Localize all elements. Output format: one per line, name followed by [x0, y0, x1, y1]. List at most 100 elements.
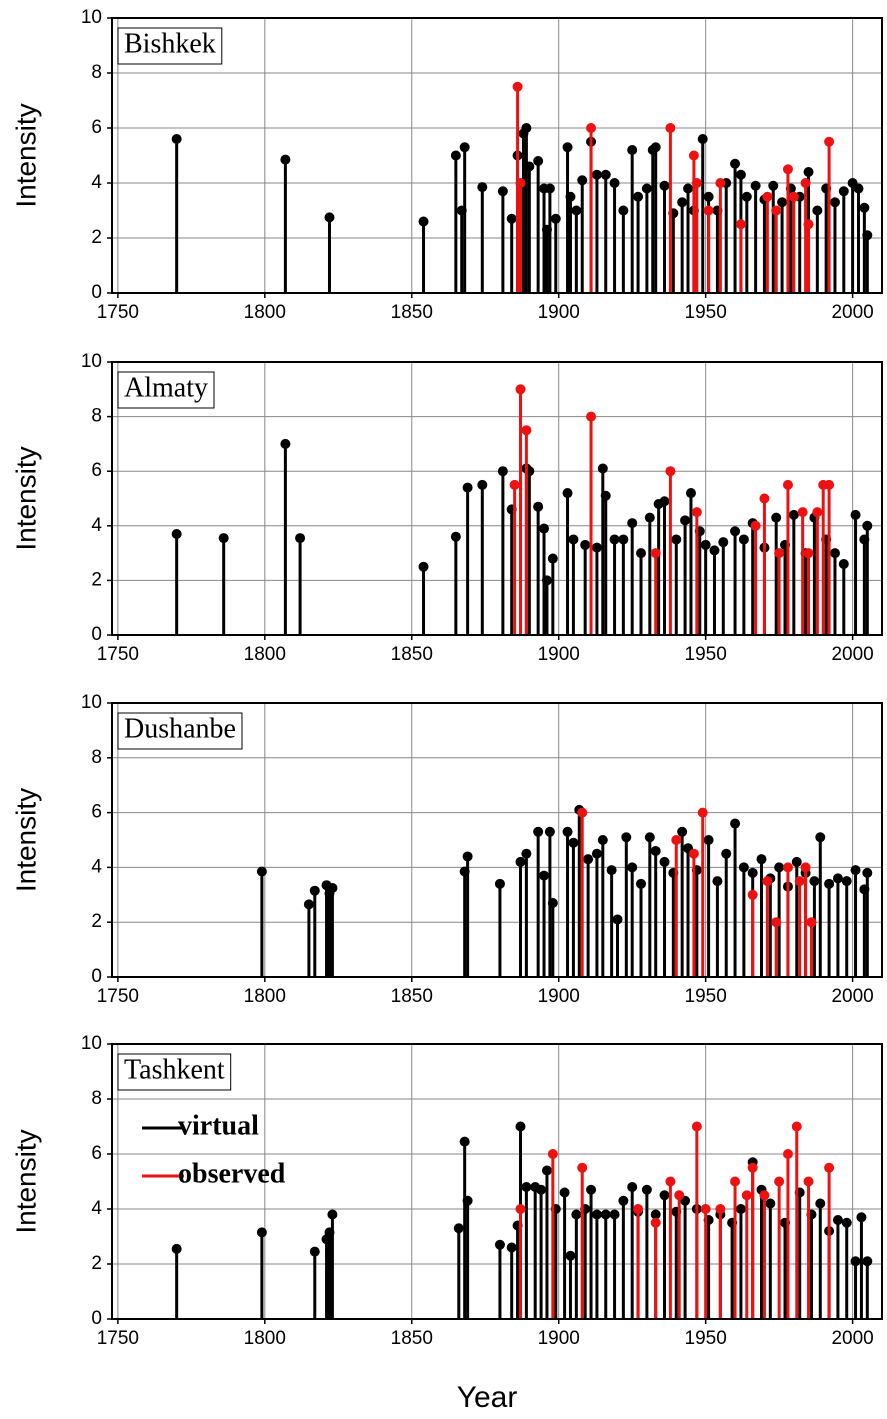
stem-head [562, 488, 573, 499]
stem-head [771, 512, 782, 523]
stem-head [544, 183, 555, 194]
y-tick-label: 0 [91, 966, 102, 987]
stem-head [671, 835, 682, 845]
stem-head [627, 145, 638, 155]
stem-head [853, 183, 864, 194]
x-tick-label: 1950 [685, 644, 727, 665]
x-tick-label: 1800 [244, 986, 286, 1007]
x-tick-label: 1950 [685, 986, 727, 1007]
legend-label: virtual [178, 1110, 259, 1141]
stem-head [477, 479, 488, 490]
stem-head [459, 142, 470, 153]
stem-head [280, 438, 291, 449]
stem-head [644, 832, 655, 843]
stem-head [547, 1149, 558, 1159]
stem-head [735, 219, 746, 230]
stem-head [791, 1121, 802, 1132]
stem-head [747, 867, 758, 878]
stem-head [618, 534, 629, 545]
y-tick-label: 8 [91, 1088, 102, 1109]
stem-head [309, 1246, 320, 1257]
y-tick-label: 6 [91, 460, 102, 481]
stem-head [303, 899, 314, 910]
x-tick-label: 1850 [391, 1328, 433, 1349]
stem-head [788, 191, 799, 202]
stem-head [850, 865, 861, 876]
stem-head [633, 191, 644, 202]
stem-head [600, 169, 611, 180]
stem-head [256, 866, 267, 877]
stem-head [815, 832, 826, 843]
stem-head [806, 917, 817, 928]
stem-head [659, 496, 670, 507]
stem-head [824, 479, 835, 490]
stem-head [462, 851, 473, 862]
x-tick-label: 1850 [391, 302, 433, 323]
y-axis-label: Intensity [10, 1129, 41, 1233]
stem-head [730, 158, 741, 169]
x-tick-label: 1800 [244, 302, 286, 323]
stem-head [703, 191, 714, 202]
stem-head [609, 534, 620, 545]
stem-head [824, 878, 835, 889]
y-tick-label: 2 [91, 227, 102, 248]
stem-head [627, 1182, 638, 1192]
x-tick-label: 2000 [831, 986, 873, 1007]
x-tick-label: 1750 [97, 302, 139, 323]
stem-head [782, 479, 793, 490]
stem-head [577, 807, 588, 818]
stem-head [418, 561, 429, 572]
x-tick-label: 1750 [97, 644, 139, 665]
x-tick-label: 1850 [391, 644, 433, 665]
stem-head [521, 123, 532, 133]
stem-head [612, 914, 623, 925]
x-tick-label: 2000 [831, 644, 873, 665]
y-tick-label: 4 [91, 172, 102, 193]
panel-title: Tashkent [124, 1054, 225, 1085]
stem-head [718, 537, 729, 548]
stem-head [665, 123, 676, 133]
plot-frame [111, 1043, 883, 1320]
stem-head [812, 507, 823, 518]
stem-head [730, 526, 741, 537]
stem-head [641, 1184, 652, 1195]
stem-head [862, 867, 873, 878]
stem-head [700, 1204, 711, 1214]
stem-head [644, 512, 655, 523]
stem-head [477, 182, 488, 193]
stem-head [497, 466, 508, 477]
y-tick-label: 6 [91, 117, 102, 138]
stem-head [650, 845, 661, 856]
stem-head [309, 885, 320, 896]
stem-head [782, 1149, 793, 1159]
title-box [117, 712, 243, 750]
stem-head [171, 1243, 182, 1254]
panel-title: Almaty [124, 372, 208, 403]
stem-head [586, 411, 597, 422]
stem-head [418, 216, 429, 227]
stem-head [533, 501, 544, 512]
stem-head [586, 123, 597, 133]
stem-head [539, 870, 550, 881]
stem-head [515, 1204, 526, 1214]
stem-head [506, 1242, 517, 1253]
stem-head [591, 1209, 602, 1220]
stem-head [565, 191, 576, 202]
stem-head [747, 889, 758, 900]
stem-head [712, 876, 723, 887]
stem-head [256, 1227, 267, 1238]
stem-head [327, 1209, 338, 1220]
stem-head [580, 539, 591, 550]
stem-head [803, 548, 814, 559]
stem-head [697, 134, 708, 144]
y-axis-label: Intensity [10, 446, 41, 550]
stem-head [841, 1217, 852, 1228]
stem-head [809, 876, 820, 887]
stem-head [621, 832, 632, 843]
x-tick-label: 1900 [538, 986, 580, 1007]
stem-head [688, 848, 699, 859]
plot-frame [111, 361, 883, 636]
stem-head [703, 835, 714, 845]
stem-head [674, 1190, 685, 1201]
stem-head [683, 183, 694, 194]
